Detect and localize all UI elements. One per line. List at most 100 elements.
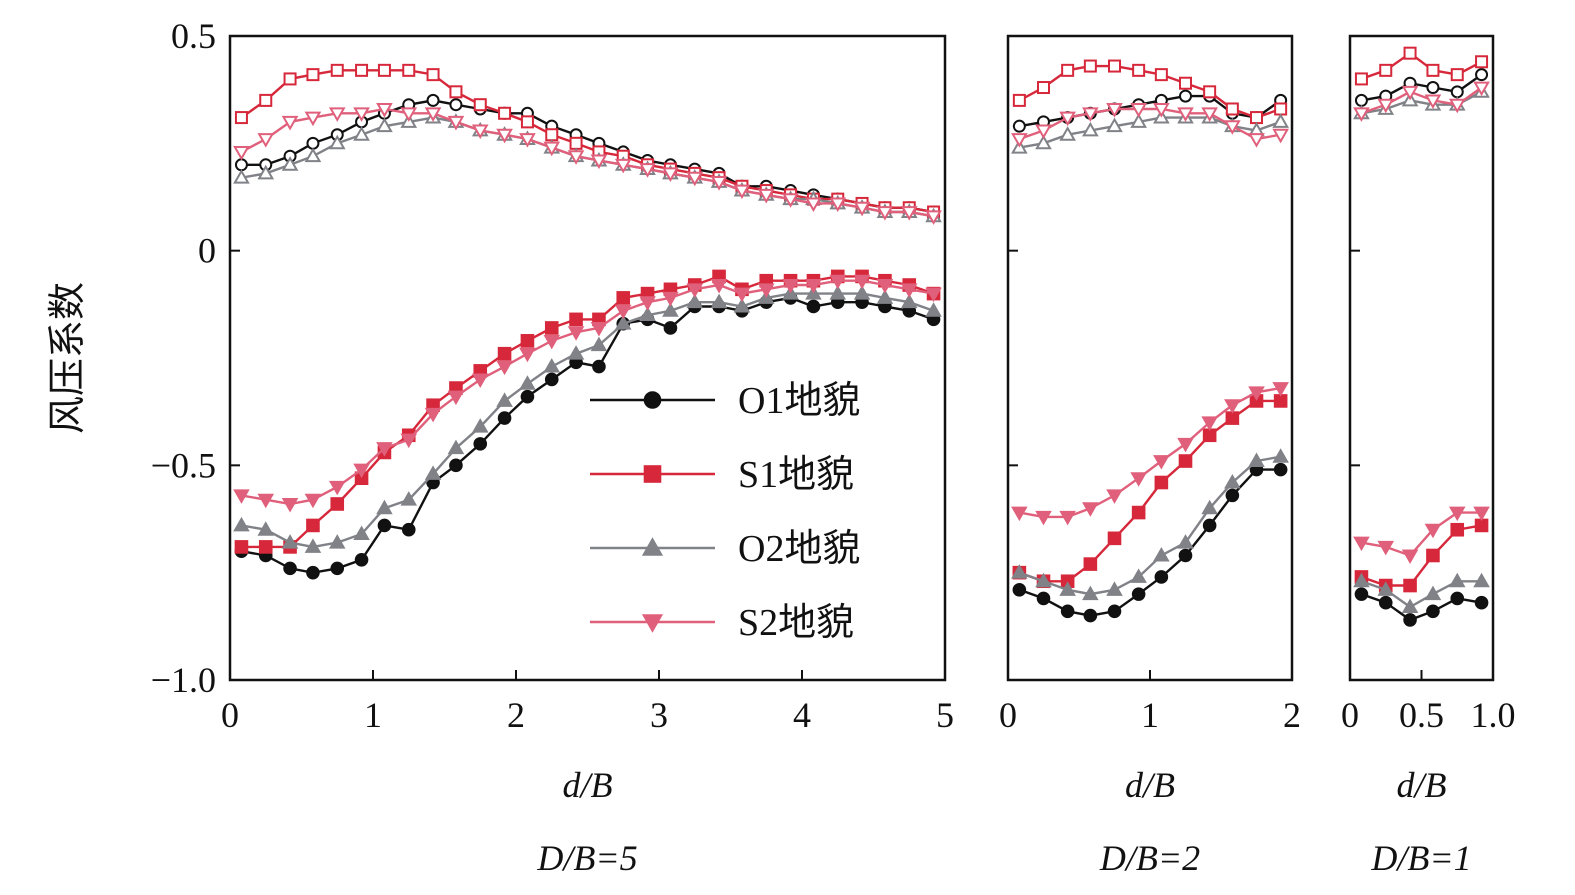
panel3-frame [1348,34,1495,682]
y-tick-label: −0.5 [151,445,216,485]
y-axis-label: 风压系数 [45,282,89,434]
panel1-data-point [376,103,393,118]
panel1-data-point [567,326,585,341]
panel2-data-point [1059,581,1076,596]
panel1-data-point [400,491,418,506]
panel2-data-point [1083,557,1098,571]
legend-marker [643,465,662,483]
panel3-data-point [1426,63,1440,77]
panel1-data-point [449,85,463,99]
panel2-data-point [1225,411,1240,425]
legend-label: O2地貌 [738,528,860,570]
panel1-data-point [233,145,250,161]
frames-layer [228,34,1495,682]
panel1-data-point [519,375,536,390]
panel2-series-3 [1012,394,1288,589]
panel1-data-point [257,493,275,509]
panel3-x-tick-label: 1.0 [1471,695,1516,735]
panel1-data-point [853,285,871,300]
panel2-data-point [1272,448,1289,463]
panel2-data-point [1201,416,1218,431]
panel1-data-point [733,297,751,313]
panel2-series-6 [1011,103,1289,148]
panel1-data-point [306,136,320,150]
panel1-frame [228,34,947,682]
panel2-series-1 [1012,462,1288,623]
panel1-data-point [614,304,632,320]
panel1-data-point [376,117,393,133]
panel1-data-point [471,124,489,140]
panel2-x-axis-label: d/B [1125,765,1175,805]
panel2-series-4 [1011,108,1289,154]
panel1-data-point [543,358,561,373]
panel3-data-point [1426,604,1440,619]
panel3-series-4 [1353,83,1490,120]
panel3-series-7 [1353,506,1490,565]
panel1-data-point [545,128,559,142]
panel1-data-point [328,134,346,150]
legend-item-3: S2地貌 [590,602,854,644]
panel2-data-point [1177,107,1194,122]
panel3-data-point [1353,572,1370,588]
panel3-data-point [1450,68,1464,82]
panel2-data-point [1037,81,1050,95]
panel3-data-point [1424,523,1442,539]
panel1-data-point [376,499,393,515]
panel1-data-point [614,315,632,330]
panel1-data-point [306,518,320,533]
panel1-data-point [496,392,513,407]
panel1-data-point [569,136,583,150]
panel2-data-point [1132,63,1146,77]
panel3-data-point [1473,81,1490,97]
panel1-data-point [353,525,370,541]
panel3-series-3 [1354,518,1489,593]
panel1-data-point [686,283,704,298]
panel1-data-point [498,106,512,120]
panel1-data-point [377,518,392,533]
panel1-data-point [281,115,299,131]
panel3-series-2 [1354,46,1489,86]
panel1-data-point [471,418,489,433]
panel1-series-line [241,99,934,214]
panel1-data-point [353,463,370,479]
panel1-data-point [757,188,775,204]
panel1-data-point [806,299,821,314]
panel3-series-5 [1353,572,1490,613]
panel1-data-point [590,336,608,352]
panel3-caption: D/B=1 [1370,838,1471,878]
panel1-data-point [662,291,679,307]
panel1-data-point [710,279,728,294]
panel2-x-tick-label: 1 [1141,695,1159,735]
panel3-data-point [1403,613,1417,627]
panel1-data-point [590,154,608,170]
panel2-data-point [1224,399,1241,414]
legend-item-0: O1地貌 [590,380,860,422]
panel2-data-point [1106,581,1123,596]
panel2-data-point [1154,570,1169,584]
panel1-x-axis-label: d/B [563,765,613,805]
panel1-series-6 [233,103,942,225]
panel1-data-point [496,360,513,376]
panel3-data-point [1377,540,1395,556]
panel1-data-point [663,321,678,335]
panel1-data-point [259,93,273,107]
panel1-data-point [330,63,344,77]
panel3-data-point [1401,549,1419,565]
panel1-data-point [544,321,559,335]
panel2-data-point [1035,572,1052,588]
panel1-data-point [257,521,275,536]
panel2-data-point [1131,587,1146,601]
panel3-data-point [1401,85,1419,101]
panel3-data-point [1475,68,1489,82]
panel1-data-point [733,287,751,303]
panel2-series-line [1018,468,1281,617]
panel3-data-point [1426,81,1440,95]
panel1-data-point [353,126,370,141]
panel2-data-point [1130,103,1147,118]
panel3-data-point [1353,536,1370,552]
panel1-data-point [304,147,322,163]
panel1-data-point [543,334,561,350]
panel3-data-point [1426,548,1440,563]
panel1-data-point [234,540,249,554]
panel1-data-point [662,302,679,317]
